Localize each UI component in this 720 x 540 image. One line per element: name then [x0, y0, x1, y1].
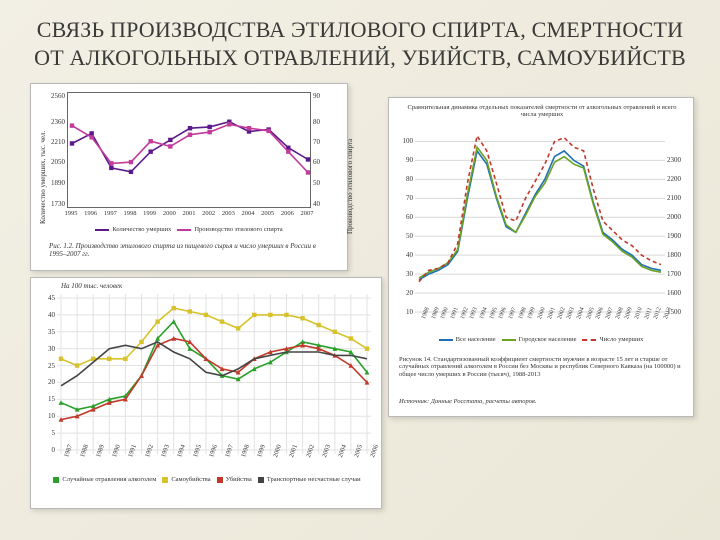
chart1-caption: Рис. 1.2. Производство этилового спирта …: [49, 242, 333, 258]
legend-item: Количество умерших: [95, 226, 171, 233]
legend-label: Количество умерших: [112, 226, 171, 233]
chart1-ylabel-right: Производство этилового спирта: [346, 139, 354, 234]
legend-label: Все население: [456, 336, 496, 343]
legend-item: Число умерших: [582, 336, 643, 343]
legend-item: Случайные отравления алкоголем: [53, 476, 156, 483]
legend-label: Транспортные несчастные случаи: [267, 476, 361, 483]
legend-item: Все население: [439, 336, 496, 343]
legend-swatch: [439, 339, 453, 341]
legend-swatch: [582, 339, 596, 341]
chart-comparative-dynamics: Сравнительная динамика отдельных показат…: [388, 97, 694, 417]
legend-item: Производство этилового спирта: [177, 226, 282, 233]
chart2-plot: [57, 294, 371, 454]
chart3-plot: [415, 128, 665, 316]
legend-label: Число умерших: [599, 336, 643, 343]
legend-swatch: [502, 339, 516, 341]
slide-title: СВЯЗЬ ПРОИЗВОДСТВА ЭТИЛОВОГО СПИРТА, СМЕ…: [24, 16, 696, 71]
legend-label: Городское население: [519, 336, 577, 343]
chart3-legend: Все население Городское население Число ум…: [389, 336, 693, 343]
legend-label: Случайные отравления алкоголем: [62, 476, 156, 483]
slide: СВЯЗЬ ПРОИЗВОДСТВА ЭТИЛОВОГО СПИРТА, СМЕ…: [0, 0, 720, 540]
legend-item: Транспортные несчастные случаи: [258, 476, 361, 483]
legend-item: Убийства: [217, 476, 252, 483]
legend-item: Городское население: [502, 336, 577, 343]
legend-swatch: [258, 477, 264, 483]
chart3-title: Сравнительная динамика отдельных показат…: [401, 104, 683, 119]
legend-label: Убийства: [226, 476, 252, 483]
chart2-title: На 100 тыс. человек: [61, 282, 122, 290]
chart3-caption: Рисунок 14. Стандартизованный коэффициен…: [399, 356, 685, 378]
legend-swatch: [162, 477, 168, 483]
legend-label: Самоубийства: [171, 476, 210, 483]
chart-production-deaths: Количество умерших, тыс. чел. Производст…: [30, 83, 348, 271]
legend-label: Производство этилового спирта: [194, 226, 282, 233]
chart2-legend: Случайные отравления алкоголем Самоубийст…: [47, 476, 367, 483]
legend-swatch: [53, 477, 59, 483]
chart3-source: Источник: Данные Росстата, расчеты автор…: [399, 398, 685, 405]
legend-swatch: [177, 229, 191, 231]
legend-swatch: [95, 229, 109, 231]
chart1-legend: Количество умерших Производство этиловог…: [31, 226, 347, 233]
legend-swatch: [217, 477, 223, 483]
charts-area: Количество умерших, тыс. чел. Производст…: [24, 81, 696, 511]
chart-mortality-rates: На 100 тыс. человек 051015202530354045 1…: [30, 277, 382, 509]
legend-item: Самоубийства: [162, 476, 210, 483]
chart1-plot: [67, 92, 311, 208]
